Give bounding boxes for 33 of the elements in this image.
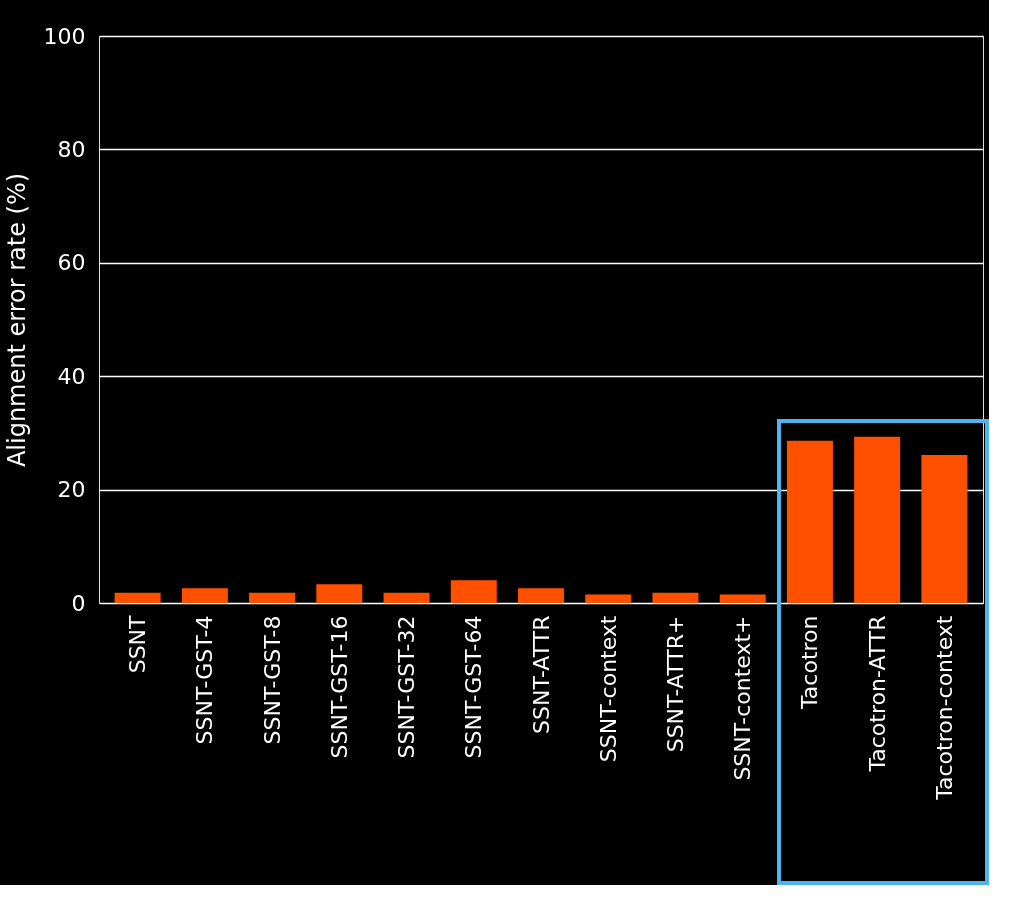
x-tick-label: SSNT-context <box>595 615 621 763</box>
y-tick-label: 0 <box>71 590 86 616</box>
bar <box>181 588 228 603</box>
bar <box>786 440 833 603</box>
y-tick-label: 100 <box>43 23 86 49</box>
x-tick-label: SSNT-GST-64 <box>461 615 487 759</box>
x-tick-label: SSNT <box>125 614 151 674</box>
y-tick-label: 60 <box>57 250 86 276</box>
x-tick-label: Tacotron <box>797 615 823 710</box>
bar <box>450 580 497 603</box>
bar <box>114 592 161 603</box>
x-tick-label: Tacotron-ATTR <box>864 615 890 773</box>
y-tick-label: 40 <box>57 363 86 389</box>
bar <box>316 584 363 603</box>
bar <box>719 594 766 603</box>
bar <box>921 455 968 603</box>
x-tick-label: SSNT-GST-16 <box>326 615 352 759</box>
bar <box>652 592 699 603</box>
bar <box>249 592 296 603</box>
bar <box>383 592 430 603</box>
x-tick-label: SSNT-GST-8 <box>259 615 285 745</box>
y-tick-label: 20 <box>57 477 86 503</box>
x-tick-label: Tacotron-context <box>931 615 957 801</box>
bar <box>854 436 901 603</box>
x-tick-label: SSNT-context+ <box>730 615 756 781</box>
bar <box>585 594 632 603</box>
x-tick-label: SSNT-ATTR+ <box>662 615 688 753</box>
y-tick-label: 80 <box>57 136 86 162</box>
bar <box>518 588 564 603</box>
x-tick-label: SSNT-ATTR <box>528 615 554 734</box>
x-tick-label: SSNT-GST-32 <box>394 615 420 759</box>
y-axis-title: Alignment error rate (%) <box>2 172 31 468</box>
x-tick-label: SSNT-GST-4 <box>192 615 218 745</box>
